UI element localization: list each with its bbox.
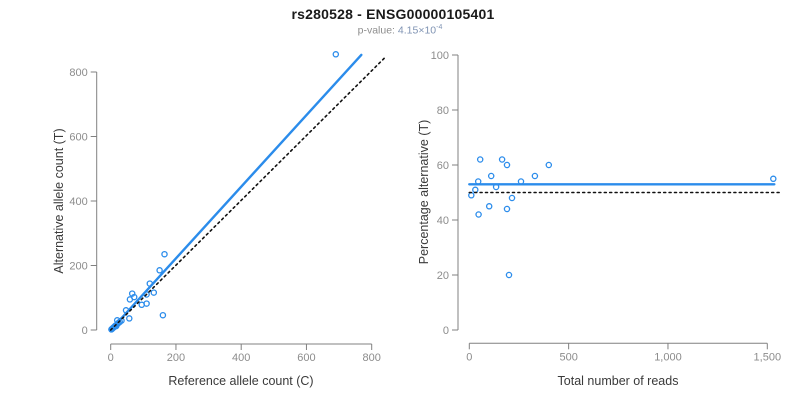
y-tick-label: 800 bbox=[69, 67, 87, 79]
y-tick-label: 400 bbox=[69, 196, 87, 208]
pvalue-exponent: -4 bbox=[436, 24, 443, 31]
data-point bbox=[505, 271, 513, 279]
x-tick-label: 0 bbox=[466, 351, 472, 363]
data-point bbox=[159, 311, 167, 319]
data-point bbox=[332, 51, 340, 58]
y-tick-label: 40 bbox=[437, 215, 449, 227]
y-tick-label: 60 bbox=[437, 160, 449, 172]
right-scatter-plot: 0 20 40 60 80 100 0 500 1,000 1,500 bbox=[431, 50, 781, 363]
data-point bbox=[126, 315, 133, 322]
data-point bbox=[130, 293, 138, 301]
x-tick-label: 200 bbox=[167, 352, 185, 364]
x-tick-label: 800 bbox=[363, 352, 381, 364]
x-tick-label: 400 bbox=[232, 352, 250, 364]
data-point bbox=[770, 175, 777, 183]
x-tick-label: 600 bbox=[297, 352, 315, 364]
data-point bbox=[485, 203, 493, 210]
data-point bbox=[508, 194, 516, 202]
data-point bbox=[472, 186, 479, 194]
data-point bbox=[475, 211, 482, 218]
data-point bbox=[503, 205, 511, 213]
y-tick-label: 20 bbox=[437, 270, 449, 282]
x-tick-label: 500 bbox=[559, 351, 577, 363]
data-point bbox=[476, 156, 484, 163]
data-point bbox=[531, 172, 539, 180]
fit-line bbox=[109, 53, 363, 332]
pvalue-mantissa: 4.15×10 bbox=[397, 24, 437, 37]
data-point bbox=[498, 156, 506, 163]
right-plot-xaxis-title: Total number of reads bbox=[557, 374, 679, 388]
figure-subtitle: p-value: 4.15×10-4 bbox=[0, 24, 800, 37]
y-tick-label: 80 bbox=[437, 105, 449, 117]
y-tick-label: 100 bbox=[431, 50, 449, 62]
right-plot-yaxis-title: Percentage alternative (T) bbox=[417, 119, 431, 265]
x-tick-label: 0 bbox=[108, 352, 114, 364]
y-tick-label: 200 bbox=[69, 261, 87, 273]
data-point bbox=[156, 267, 163, 274]
y-tick-label: 600 bbox=[69, 132, 87, 144]
data-point bbox=[150, 289, 158, 296]
data-point bbox=[503, 161, 511, 169]
figure-title: rs280528 - ENSG00000105401 bbox=[291, 6, 495, 22]
x-tick-label: 1,500 bbox=[754, 351, 782, 363]
x-tick-label: 1,000 bbox=[654, 351, 682, 363]
left-plot-yaxis-title: Alternative allele count (T) bbox=[52, 128, 66, 274]
left-scatter-plot: 0 200 400 600 800 0 200 400 600 800 bbox=[69, 51, 387, 364]
y-tick-label: 0 bbox=[443, 325, 449, 337]
pvalue-label: p-value: bbox=[357, 24, 395, 37]
data-point bbox=[545, 161, 553, 169]
data-point bbox=[468, 192, 475, 199]
data-point bbox=[161, 250, 168, 258]
left-plot-xaxis-title: Reference allele count (C) bbox=[168, 374, 314, 388]
identity-line bbox=[109, 55, 387, 331]
data-point bbox=[143, 300, 150, 307]
y-tick-label: 0 bbox=[82, 325, 88, 337]
data-point bbox=[487, 172, 495, 180]
